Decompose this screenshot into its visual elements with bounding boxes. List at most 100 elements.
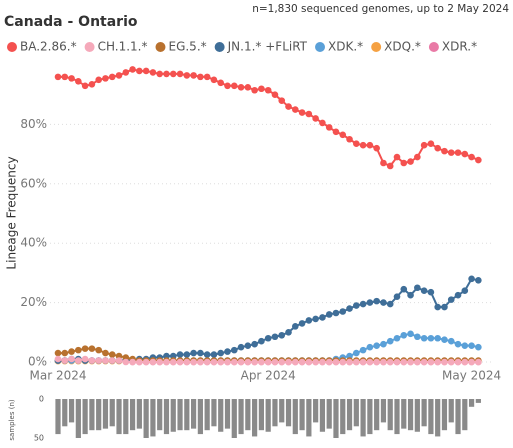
data-point [95, 76, 102, 84]
data-point [176, 358, 184, 366]
data-point [353, 140, 360, 148]
samples-bar [62, 399, 68, 427]
legend-label: XDQ.* [384, 40, 421, 54]
data-point [264, 358, 272, 366]
samples-bar [462, 399, 468, 431]
data-point [325, 124, 333, 131]
data-point [95, 357, 102, 364]
samples-bar [68, 399, 75, 423]
samples-bar [428, 399, 434, 435]
data-point [156, 358, 163, 366]
data-point [475, 358, 482, 366]
data-point [271, 358, 279, 366]
samples-bar [143, 399, 149, 438]
samples-bar [380, 399, 387, 423]
data-point [129, 358, 136, 366]
data-point [224, 358, 231, 366]
data-point [149, 69, 157, 76]
data-point [373, 358, 380, 366]
data-point [305, 358, 313, 366]
data-point [407, 358, 414, 366]
data-point [386, 162, 394, 170]
samples-bar [340, 399, 346, 435]
data-point [156, 70, 163, 78]
data-point [332, 309, 340, 317]
data-point [359, 346, 367, 354]
data-point [441, 358, 448, 366]
data-point [217, 349, 225, 357]
data-point [441, 303, 448, 311]
data-point [61, 349, 69, 357]
data-point [61, 357, 69, 364]
legend-marker [7, 42, 17, 52]
data-point [461, 287, 469, 295]
data-point [237, 83, 245, 91]
data-point [54, 349, 62, 357]
data-point [190, 349, 197, 357]
data-point [122, 358, 130, 366]
samples-bar [252, 399, 258, 437]
samples-bar [468, 399, 475, 407]
data-point [434, 303, 441, 311]
chart-subtitle: n=1,830 sequenced genomes, up to 2 May 2… [252, 3, 509, 15]
data-point [183, 351, 191, 358]
data-point [400, 285, 408, 293]
data-point [230, 358, 238, 366]
data-point [122, 69, 130, 76]
data-point [319, 358, 326, 366]
samples-bar [455, 399, 461, 435]
data-point [468, 358, 475, 366]
data-point [217, 79, 225, 87]
data-point [353, 358, 360, 366]
data-point [115, 357, 123, 364]
y-tick-label: 60% [20, 176, 47, 190]
data-point [176, 70, 184, 78]
samples-bar [285, 399, 292, 427]
data-point [88, 81, 96, 88]
data-point [251, 340, 258, 348]
data-point [434, 144, 441, 152]
data-point [244, 83, 252, 91]
data-point [203, 73, 211, 81]
data-point [285, 103, 292, 110]
x-tick-label: Apr 2024 [241, 369, 296, 383]
data-point [393, 153, 401, 161]
samples-bar [150, 399, 156, 437]
data-point [136, 67, 143, 75]
samples-bar [184, 399, 190, 431]
data-point [447, 149, 455, 156]
samples-bar [448, 399, 454, 423]
legend-marker [428, 42, 439, 52]
data-point [468, 153, 475, 161]
y-tick-label: 80% [20, 117, 47, 131]
data-point [258, 358, 265, 366]
data-point [475, 343, 482, 351]
data-point [353, 349, 360, 357]
y-axis-label: Lineage Frequency [5, 156, 19, 269]
samples-bar [265, 399, 271, 432]
data-point [427, 288, 435, 296]
data-point [176, 351, 184, 358]
data-point [461, 150, 469, 158]
samples-bar [136, 399, 142, 429]
data-point [400, 358, 408, 366]
series-line [58, 68, 479, 168]
data-point [339, 308, 347, 315]
data-point [129, 66, 136, 73]
data-point [95, 346, 102, 354]
data-point [285, 329, 292, 336]
data-point [447, 358, 455, 366]
samples-axis-label: samples (n) [8, 399, 16, 440]
samples-bar [197, 399, 203, 435]
data-point [244, 342, 252, 349]
data-point [447, 337, 455, 345]
samples-bar [279, 399, 285, 423]
data-point [373, 342, 380, 349]
data-point [319, 119, 326, 127]
samples-bar [82, 399, 88, 435]
data-point [197, 358, 204, 366]
data-point [210, 76, 218, 84]
data-point [393, 358, 401, 366]
data-point [271, 91, 279, 98]
data-point [427, 358, 435, 366]
